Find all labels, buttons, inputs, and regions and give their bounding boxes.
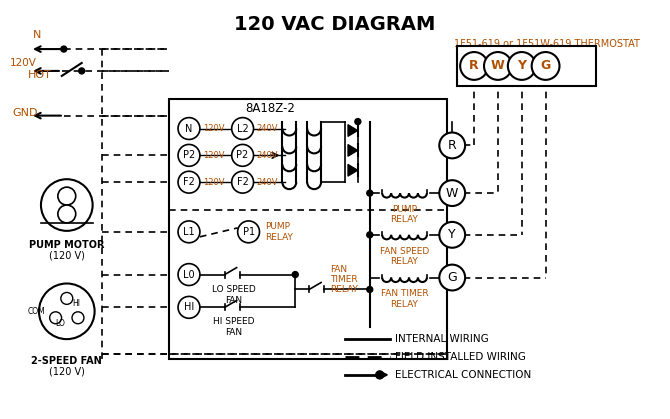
Circle shape [484, 52, 512, 80]
Circle shape [366, 190, 373, 196]
Circle shape [376, 371, 384, 379]
Bar [169, 99, 448, 359]
Text: GND: GND [12, 108, 38, 118]
Text: 2-SPEED FAN: 2-SPEED FAN [31, 356, 102, 366]
Circle shape [440, 222, 465, 248]
Circle shape [178, 296, 200, 318]
Text: 120V: 120V [203, 178, 224, 187]
Text: PUMP MOTOR: PUMP MOTOR [29, 240, 105, 250]
Text: 240V: 240V [257, 151, 278, 160]
Circle shape [508, 52, 535, 80]
Text: PUMP
RELAY: PUMP RELAY [391, 205, 419, 225]
Circle shape [366, 232, 373, 238]
Circle shape [440, 132, 465, 158]
Text: F2: F2 [183, 177, 195, 187]
Text: HI: HI [184, 303, 194, 312]
Text: Y: Y [517, 59, 526, 72]
Text: L0: L0 [183, 269, 195, 279]
Text: 120V: 120V [203, 151, 224, 160]
Polygon shape [348, 164, 358, 176]
Circle shape [39, 284, 94, 339]
Circle shape [232, 118, 253, 140]
Circle shape [50, 312, 62, 324]
Text: LO: LO [55, 319, 65, 328]
Circle shape [460, 52, 488, 80]
Polygon shape [348, 124, 358, 137]
Circle shape [232, 171, 253, 193]
Circle shape [78, 68, 84, 74]
Text: ELECTRICAL CONNECTION: ELECTRICAL CONNECTION [395, 370, 531, 380]
Text: (120 V): (120 V) [49, 251, 84, 261]
Text: LO SPEED
FAN: LO SPEED FAN [212, 285, 255, 305]
Text: Y: Y [448, 228, 456, 241]
Circle shape [72, 312, 84, 324]
Text: COM: COM [27, 307, 45, 316]
Text: R: R [469, 59, 479, 72]
Text: PUMP
RELAY: PUMP RELAY [265, 222, 293, 241]
Text: 1F51-619 or 1F51W-619 THERMOSTAT: 1F51-619 or 1F51W-619 THERMOSTAT [454, 39, 640, 49]
Circle shape [440, 265, 465, 290]
Text: P2: P2 [237, 150, 249, 160]
Circle shape [178, 118, 200, 140]
Text: HOT: HOT [28, 70, 52, 80]
Circle shape [58, 187, 76, 205]
Text: L1: L1 [183, 227, 195, 237]
Text: P1: P1 [243, 227, 255, 237]
Circle shape [292, 272, 298, 277]
Circle shape [366, 287, 373, 292]
Text: FAN
TIMER
RELAY: FAN TIMER RELAY [330, 265, 358, 295]
Text: INTERNAL WIRING: INTERNAL WIRING [395, 334, 488, 344]
Circle shape [532, 52, 559, 80]
Circle shape [355, 119, 361, 124]
Text: 120V: 120V [203, 124, 224, 133]
Text: FAN TIMER
RELAY: FAN TIMER RELAY [381, 290, 428, 309]
Text: HI SPEED
FAN: HI SPEED FAN [213, 317, 255, 337]
Text: 240V: 240V [257, 124, 278, 133]
Circle shape [58, 205, 76, 223]
Circle shape [178, 171, 200, 193]
Circle shape [238, 221, 259, 243]
Circle shape [61, 46, 67, 52]
Text: N: N [33, 30, 41, 40]
Text: 240V: 240V [257, 178, 278, 187]
Text: 120 VAC DIAGRAM: 120 VAC DIAGRAM [234, 16, 436, 34]
Text: (120 V): (120 V) [49, 367, 84, 377]
Circle shape [178, 221, 200, 243]
Text: R: R [448, 139, 456, 152]
Text: HI: HI [73, 299, 80, 308]
Polygon shape [348, 145, 358, 156]
Circle shape [440, 180, 465, 206]
Text: L2: L2 [237, 124, 249, 134]
Bar [457, 46, 596, 86]
Text: G: G [541, 59, 551, 72]
Circle shape [232, 145, 253, 166]
Text: FAN SPEED
RELAY: FAN SPEED RELAY [380, 247, 429, 266]
Circle shape [178, 264, 200, 285]
Text: 8A18Z-2: 8A18Z-2 [245, 102, 295, 115]
Circle shape [41, 179, 92, 231]
Text: W: W [446, 186, 458, 199]
Text: F2: F2 [237, 177, 249, 187]
Text: 120V: 120V [10, 58, 37, 68]
Text: P2: P2 [183, 150, 195, 160]
Text: N: N [186, 124, 193, 134]
Circle shape [178, 145, 200, 166]
Text: W: W [491, 59, 505, 72]
Circle shape [61, 292, 73, 304]
Text: FIELD INSTALLED WIRING: FIELD INSTALLED WIRING [395, 352, 525, 362]
Text: G: G [448, 271, 457, 284]
